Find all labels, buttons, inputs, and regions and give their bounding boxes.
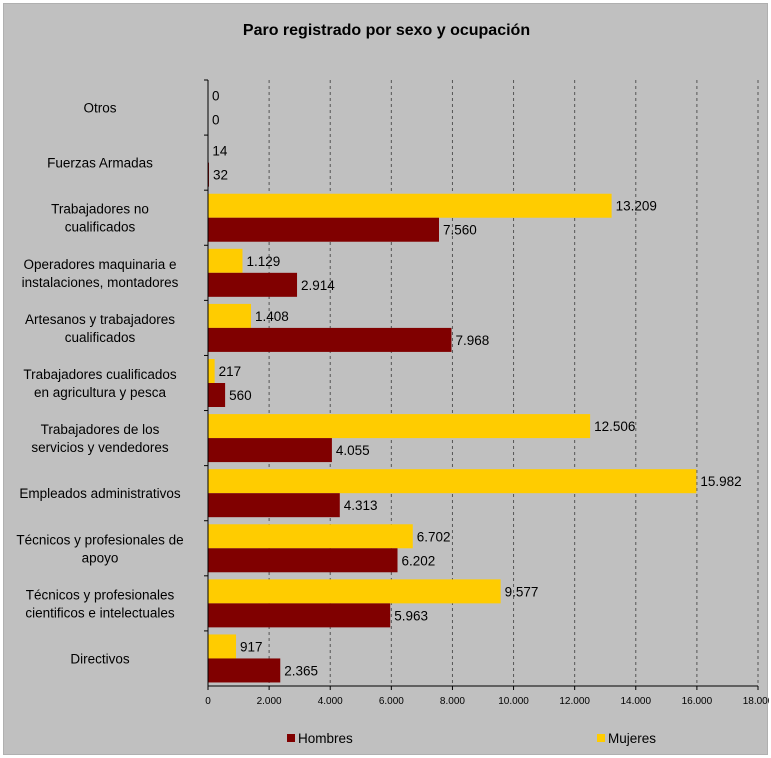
category-label: Otros xyxy=(83,101,116,116)
x-tick-label: 18.000 xyxy=(743,696,769,707)
category-label: Directivos xyxy=(70,651,130,666)
x-tick-label: 10.000 xyxy=(498,696,529,707)
category-label: Técnicos y profesionales xyxy=(26,587,175,602)
x-tick-label: 6.000 xyxy=(379,696,404,707)
category-label: Trabajadores de los xyxy=(41,422,160,437)
x-tick-label: 0 xyxy=(205,696,211,707)
data-label-hombres: 7.968 xyxy=(455,333,489,348)
x-tick-label: 2.000 xyxy=(257,696,282,707)
category-label: Artesanos y trabajadores xyxy=(25,312,175,327)
x-tick-label: 12.000 xyxy=(559,696,590,707)
x-tick-label: 16.000 xyxy=(682,696,713,707)
bar-hombres xyxy=(208,548,398,573)
data-label-hombres: 4.313 xyxy=(344,498,378,513)
category-label: instalaciones, montadores xyxy=(22,275,179,290)
bar-mujeres xyxy=(208,414,591,439)
category-label: cualificados xyxy=(65,220,136,235)
bar-hombres xyxy=(208,493,340,518)
bar-mujeres xyxy=(208,303,252,328)
category-label: Trabajadores cualificados xyxy=(23,367,177,382)
bar-mujeres xyxy=(208,579,501,604)
chart-title: Paro registrado por sexo y ocupación xyxy=(242,22,531,39)
category-label: cualificados xyxy=(65,330,136,345)
bar-mujeres xyxy=(208,359,215,383)
category-label: cientificos e intelectuales xyxy=(25,605,175,620)
legend-label-mujeres: Mujeres xyxy=(608,731,656,746)
data-label-mujeres: 6.702 xyxy=(417,529,451,544)
data-label-mujeres: 15.982 xyxy=(700,474,741,489)
x-tick-label: 14.000 xyxy=(620,696,651,707)
legend-label-hombres: Hombres xyxy=(298,731,353,746)
data-label-mujeres: 217 xyxy=(219,364,242,379)
bar-mujeres xyxy=(208,524,413,549)
data-label-hombres: 2.914 xyxy=(301,278,335,293)
data-label-mujeres: 14 xyxy=(212,144,228,159)
bar-hombres xyxy=(208,658,281,683)
data-label-hombres: 0 xyxy=(212,113,220,128)
bar-hombres xyxy=(208,327,452,352)
data-label-mujeres: 0 xyxy=(212,89,220,104)
bar-mujeres xyxy=(208,248,243,273)
bar-hombres xyxy=(208,603,391,628)
data-label-hombres: 32 xyxy=(213,168,228,183)
data-label-mujeres: 1.408 xyxy=(255,309,289,324)
legend-swatch-hombres xyxy=(287,734,295,742)
data-label-hombres: 2.365 xyxy=(284,663,318,678)
bar-mujeres xyxy=(208,469,697,494)
bar-hombres xyxy=(208,217,439,242)
category-label: Fuerzas Armadas xyxy=(47,156,153,171)
data-label-mujeres: 1.129 xyxy=(246,254,280,269)
bar-hombres xyxy=(208,438,332,463)
category-label: apoyo xyxy=(82,550,119,565)
chart-frame: Paro registrado por sexo y ocupación 917… xyxy=(3,3,769,755)
x-tick-label: 4.000 xyxy=(318,696,343,707)
bar-hombres xyxy=(208,272,298,297)
category-label: en agricultura y pesca xyxy=(34,385,167,400)
data-label-mujeres: 917 xyxy=(240,639,263,654)
data-label-hombres: 6.202 xyxy=(402,553,436,568)
category-label: Empleados administrativos xyxy=(19,486,181,501)
bar-chart: 917 2.365 Directivos 9.577 5.963 Técnicos y p… xyxy=(16,79,769,746)
legend-swatch-mujeres xyxy=(597,734,605,742)
data-label-mujeres: 9.577 xyxy=(505,584,539,599)
data-label-mujeres: 12.506 xyxy=(594,419,635,434)
data-label-mujeres: 13.209 xyxy=(616,199,657,214)
data-label-hombres: 5.963 xyxy=(394,608,428,623)
category-label: Técnicos y profesionales de xyxy=(16,532,183,547)
category-label: Trabajadores no xyxy=(51,202,149,217)
bar-mujeres xyxy=(208,193,612,218)
x-tick-label: 8.000 xyxy=(440,696,465,707)
data-label-hombres: 4.055 xyxy=(336,443,370,458)
category-label: servicios y vendedores xyxy=(31,440,169,455)
category-label: Operadores maquinaria e xyxy=(23,257,176,272)
bar-mujeres xyxy=(208,634,237,659)
data-label-hombres: 560 xyxy=(229,388,252,403)
data-label-hombres: 7.560 xyxy=(443,223,477,238)
bar-hombres xyxy=(208,383,226,407)
